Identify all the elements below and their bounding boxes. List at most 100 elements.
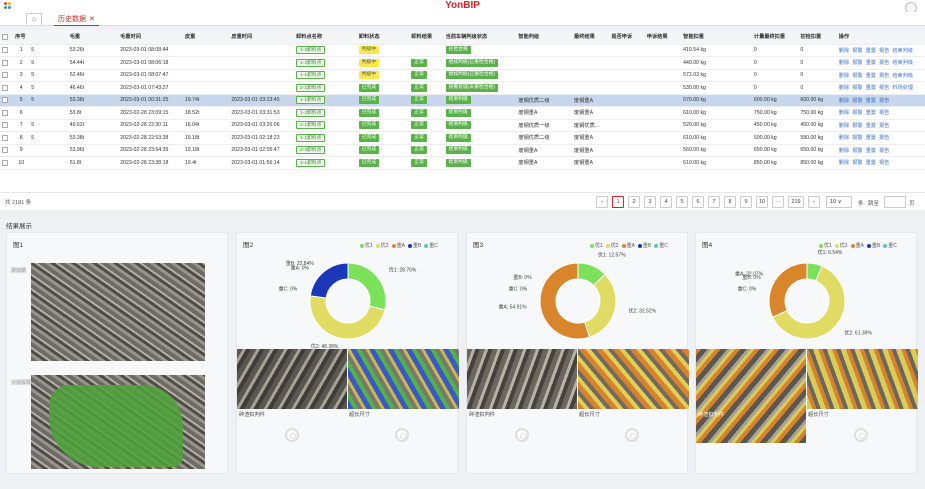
pie-slice-重B[interactable]: [309, 262, 349, 299]
column-header[interactable]: 毛重: [67, 30, 119, 45]
row-action-link[interactable]: 报警: [852, 160, 863, 167]
table-row[interactable]: 2 5 54.44t 2023-03-01 08:06:18 2-3卸料点 判级中 正常 继续…: [0, 56, 925, 70]
table-row[interactable]: 9 53.96t 2023-02-28 23:54:39 19.18t 2023-03-…: [0, 144, 925, 157]
row-select-cell[interactable]: [0, 44, 14, 57]
row-action-link[interactable]: 重置: [865, 47, 876, 54]
row-checkbox[interactable]: [2, 72, 8, 79]
row-checkbox[interactable]: [2, 159, 8, 166]
row-select-cell[interactable]: [0, 156, 14, 170]
column-header[interactable]: 卸料结果: [409, 30, 444, 45]
legend-item[interactable]: 优2: [605, 243, 619, 249]
legend-item[interactable]: 重C: [883, 243, 897, 249]
select-all-checkbox[interactable]: [2, 33, 8, 40]
row-action-link[interactable]: 重置: [865, 110, 876, 117]
page-button[interactable]: 10: [756, 196, 768, 208]
column-header[interactable]: 智能扣重: [681, 30, 752, 45]
row-action-link[interactable]: 报告: [878, 160, 890, 167]
row-select-cell[interactable]: [0, 106, 14, 120]
page-button[interactable]: 4: [660, 196, 672, 208]
row-action-link[interactable]: 报告: [878, 72, 890, 79]
legend-item[interactable]: 优1: [590, 243, 603, 249]
table-row[interactable]: 3 5 52.46t 2023-03-01 08:07:47 1-1卸料点 判级中 正常 继续…: [0, 69, 925, 82]
row-action-link[interactable]: 删除: [838, 147, 850, 154]
row-select-cell[interactable]: [0, 131, 14, 145]
column-header[interactable]: 皮重时间: [229, 30, 295, 45]
row-action-link[interactable]: 删除: [838, 60, 850, 67]
row-checkbox[interactable]: [2, 97, 8, 104]
close-icon[interactable]: ✕: [89, 16, 95, 23]
pie-slice-优2[interactable]: [772, 265, 846, 340]
row-action-link[interactable]: 报告: [878, 60, 890, 67]
page-button[interactable]: 3: [644, 196, 656, 208]
pie-slice-优2[interactable]: [584, 273, 617, 338]
legend-item[interactable]: 优1: [819, 243, 832, 249]
row-checkbox[interactable]: [2, 84, 8, 91]
legend-item[interactable]: 重B: [407, 243, 421, 249]
page-button[interactable]: 8: [724, 196, 736, 208]
row-select-cell[interactable]: [0, 56, 14, 70]
row-action-link[interactable]: 报告: [878, 147, 890, 154]
column-header[interactable]: 操作: [836, 30, 925, 45]
row-checkbox[interactable]: [2, 47, 8, 54]
row-action-link[interactable]: 报警: [852, 147, 863, 154]
tab-history-data[interactable]: 历史数据 ✕: [54, 13, 99, 26]
legend-item[interactable]: 重C: [424, 243, 438, 249]
column-header[interactable]: 当前车辆判级状态: [443, 30, 517, 45]
column-header[interactable]: 最终结果: [572, 30, 610, 45]
row-action-link[interactable]: 报告: [878, 135, 890, 142]
row-checkbox[interactable]: [2, 134, 8, 141]
column-header[interactable]: 申诉结果: [644, 30, 682, 45]
row-action-link[interactable]: 结束判级: [892, 72, 914, 79]
page-button[interactable]: 6: [692, 196, 704, 208]
legend-item[interactable]: 重B: [866, 243, 880, 249]
row-select-cell[interactable]: [0, 81, 14, 95]
home-icon[interactable]: ⌂: [26, 13, 42, 25]
table-row[interactable]: 8 5 53.38t 2023-02-28 22:53:38 19.18t 2023-03…: [0, 131, 925, 145]
row-action-link[interactable]: 重置: [865, 122, 876, 129]
row-action-link[interactable]: 结束判级: [892, 60, 914, 67]
table-row[interactable]: 5 5 53.38t 2023-03-01 00:31:25 19.74t 2023-03…: [0, 94, 925, 107]
page-button[interactable]: 5: [676, 196, 688, 208]
row-action-link[interactable]: 报警: [852, 135, 863, 142]
legend-item[interactable]: 重B: [637, 243, 651, 249]
row-action-link[interactable]: 重置: [865, 85, 876, 92]
column-header[interactable]: 毛重时间: [118, 30, 183, 45]
row-action-link[interactable]: 报告: [878, 85, 890, 92]
row-action-link[interactable]: 报告: [878, 47, 890, 54]
row-action-link[interactable]: 报告: [878, 97, 890, 104]
row-action-link[interactable]: 重置: [865, 147, 876, 154]
column-header[interactable]: [29, 30, 68, 45]
row-action-link[interactable]: 删除: [838, 110, 850, 117]
legend-item[interactable]: 重A: [621, 243, 635, 249]
page-button[interactable]: 1: [612, 196, 624, 208]
row-action-link[interactable]: 删除: [838, 135, 850, 142]
jump-page-input[interactable]: [884, 196, 906, 208]
row-action-link[interactable]: 报警: [852, 85, 863, 92]
column-header[interactable]: 初检扣重: [798, 30, 837, 45]
row-select-cell[interactable]: [0, 69, 14, 82]
row-action-link[interactable]: 报警: [852, 60, 863, 67]
pie-slice-优1[interactable]: [347, 262, 387, 311]
row-checkbox[interactable]: [2, 59, 8, 66]
prev-page-button[interactable]: ‹: [596, 196, 608, 208]
row-action-link[interactable]: 删除: [838, 72, 850, 79]
row-action-link[interactable]: 报警: [852, 47, 863, 54]
table-row[interactable]: 10 51.8t 2023-02-28 23:38:18 19.4t 2023-03-0…: [0, 156, 925, 170]
column-header[interactable]: [0, 30, 14, 45]
column-header[interactable]: 卸料点名称: [294, 30, 357, 45]
column-header[interactable]: 是否申诉: [609, 30, 645, 45]
column-header[interactable]: 智能判级: [516, 30, 573, 45]
pie-slice-优2[interactable]: [309, 295, 386, 340]
row-action-link[interactable]: 删除: [838, 122, 850, 129]
row-action-link[interactable]: 重置: [865, 97, 876, 104]
row-action-link[interactable]: 删除: [838, 160, 850, 167]
row-checkbox[interactable]: [2, 147, 8, 154]
page-button[interactable]: 219: [788, 196, 804, 208]
legend-item[interactable]: 优1: [360, 243, 373, 249]
legend-item[interactable]: 重A: [850, 243, 864, 249]
row-select-cell[interactable]: [0, 144, 14, 157]
column-header[interactable]: 序号: [13, 30, 30, 45]
pie-slice-重A[interactable]: [768, 262, 808, 318]
page-size-select[interactable]: 10 ∨: [826, 196, 852, 208]
page-button[interactable]: 7: [708, 196, 720, 208]
